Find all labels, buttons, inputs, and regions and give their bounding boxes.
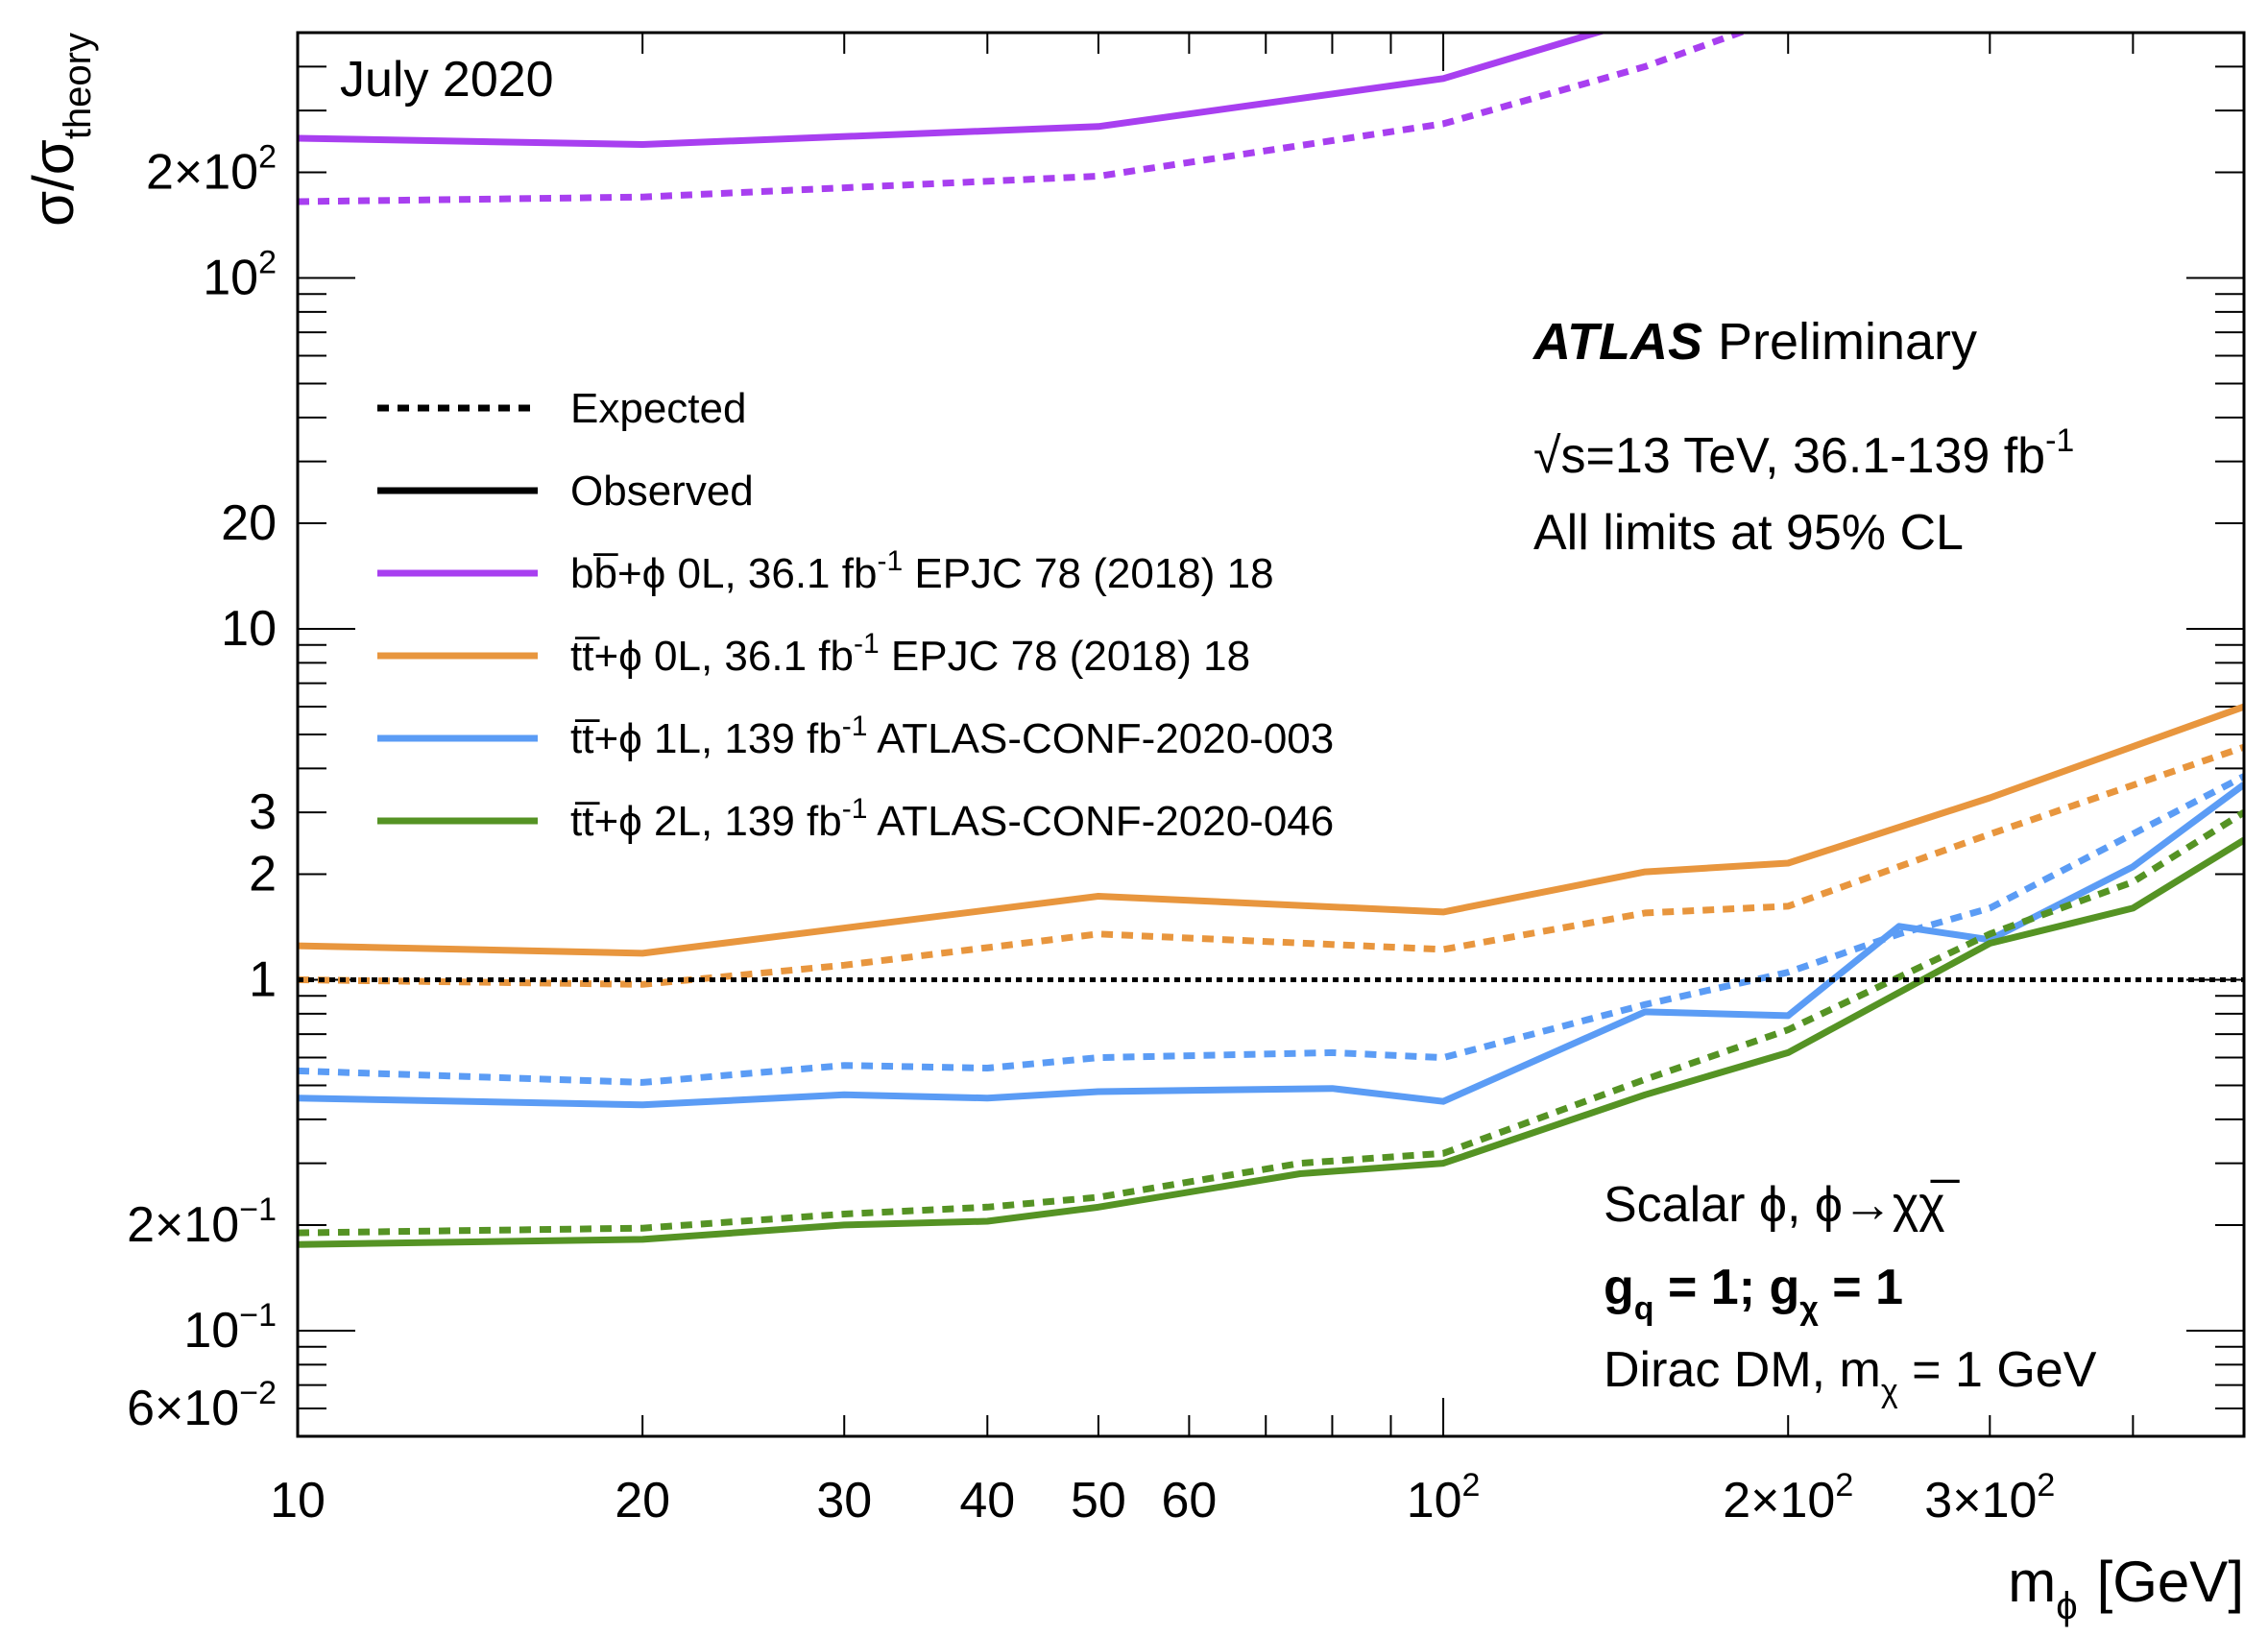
x-tick-label: 3×102 (1924, 1467, 2055, 1528)
legend-label: Expected (570, 385, 746, 432)
series-line-observed (298, 837, 2244, 1248)
y-tick-label: 20 (221, 495, 277, 551)
y-tick-label: 2×102 (146, 138, 277, 200)
series-clip (298, 33, 2244, 1248)
y-tick-label: 1 (249, 951, 277, 1007)
series-line-expected (298, 33, 1750, 205)
x-axis-title: mϕ [GeV] (2008, 1550, 2244, 1627)
x-tick-label: 60 (1161, 1473, 1217, 1528)
series-line-observed (298, 703, 2244, 957)
series-group (298, 33, 2244, 1248)
x-tick-label: 20 (615, 1473, 670, 1528)
experiment-label: ATLAS Preliminary (1532, 313, 1977, 371)
y-tick-label: 6×10−2 (127, 1375, 277, 1436)
y-tick-label: 10 (221, 601, 277, 657)
plot-frame (296, 31, 2246, 1438)
legend-label: bb̅+ϕ 0L, 36.1 fb-1 EPJC 78 (2018) 18 (570, 545, 1274, 597)
x-tick-label: 10 (270, 1473, 326, 1528)
x-tick-label: 102 (1407, 1467, 1481, 1528)
x-tick-label: 50 (1071, 1473, 1126, 1528)
y-tick-label: 3 (249, 784, 277, 840)
legend-label: tt̅+ϕ 1L, 139 fb-1 ATLAS-CONF-2020-003 (570, 710, 1334, 762)
legend-label: tt̅+ϕ 0L, 36.1 fb-1 EPJC 78 (2018) 18 (570, 628, 1250, 680)
model-label-2: gq = 1; gχ = 1 (1604, 1260, 1903, 1327)
series-line-expected (298, 773, 2244, 1086)
energy-label: √s=13 TeV, 36.1-139 fb-1 (1533, 422, 2074, 484)
date-label: July 2020 (340, 52, 554, 108)
y-tick-label: 2×10−1 (127, 1191, 277, 1253)
legend: Expected Observed bb̅+ϕ 0L, 36.1 fb-1 EPJC… (377, 385, 1334, 845)
series-line-observed (298, 33, 1608, 148)
x-tick-label: 2×102 (1723, 1467, 1853, 1528)
cl-label: All limits at 95% CL (1533, 505, 1964, 561)
y-tick-labels: 6×10−2 10−1 2×10−1 1 2 3 10 20 102 2×102 (127, 138, 277, 1436)
y-tick-label: 10−1 (183, 1297, 277, 1359)
model-label-1: Scalar ϕ, ϕ→χχ̅ (1604, 1177, 1961, 1233)
legend-label: Observed (570, 468, 754, 515)
model-label-3: Dirac DM, mχ = 1 GeV (1604, 1342, 2097, 1409)
y-axis-title: σ/σtheory (21, 33, 99, 227)
series-line-expected (298, 809, 2244, 1237)
series-line-observed (298, 782, 2244, 1109)
x-tick-label: 30 (816, 1473, 872, 1528)
y-tick-label: 102 (203, 244, 277, 305)
x-tick-label: 40 (959, 1473, 1015, 1528)
y-tick-label: 2 (249, 846, 277, 902)
legend-label: tt̅+ϕ 2L, 139 fb-1 ATLAS-CONF-2020-046 (570, 793, 1334, 845)
x-tick-labels: 10 20 30 40 50 60 102 2×102 3×102 (270, 1467, 2055, 1528)
